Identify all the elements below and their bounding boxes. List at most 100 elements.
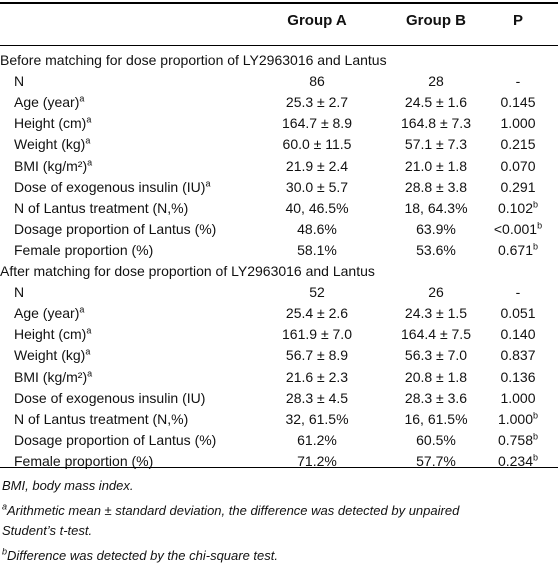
header-group-a: Group A [287,12,347,29]
cell-group-b: 28.8 ± 3.8 [404,178,468,195]
row-label: Height (cm)a [14,112,91,134]
cell-p: - [478,281,558,303]
cell-p: 0.291 [478,176,558,198]
cell-group-b: 56.3 ± 7.0 [404,347,468,364]
cell-p-value: - [515,73,521,90]
row-label-text: Weight (kg) [14,136,86,153]
cell-group-a: 60.0 ± 11.5 [282,136,352,153]
cell-group-b: 164.8 ± 7.3 [401,115,471,132]
section-title-2: After matching for dose proportion of LY… [0,260,558,282]
table-header: Group A Group B P [0,6,558,36]
cell-group-a: 71.2% [297,452,337,469]
row-label: Dosage proportion of Lantus (%) [14,429,216,451]
row-label: Weight (kg)a [14,344,90,366]
row-label-text: N [14,284,25,301]
cell-group-a: 52 [309,284,325,301]
label-superscript: a [87,367,93,378]
label-superscript: a [86,114,92,125]
row-label: N [14,70,24,92]
cell-group-a: 58.1% [297,241,337,258]
cell-p-value: 0.234 [497,452,534,469]
table-row: N of Lantus treatment (N,%) 32, 61.5% 16, … [0,408,558,430]
cell-group-b: 16, 61.5% [404,410,468,427]
section-title-text: After matching for dose proportion of LY… [0,263,375,279]
row-label: N of Lantus treatment (N,%) [14,408,188,430]
label-superscript: a [79,304,85,315]
bottom-rule [0,467,558,468]
cell-group-b: 57.1 ± 7.3 [404,136,468,153]
header-rule [0,45,558,46]
cell-group-a: 21.9 ± 2.4 [285,157,349,174]
cell-group-b: 57.7% [416,452,456,469]
label-superscript: a [86,325,92,336]
cell-p-value: 0.291 [500,178,536,195]
section-title-text: Before matching for dose proportion of L… [0,52,387,68]
table-row: Dosage proportion of Lantus (%) 61.2% 60.5… [0,429,558,451]
header-p: P [512,12,523,29]
footnote-a-cont: Student’s t-test. [2,523,93,538]
row-label: N [14,281,24,303]
cell-group-a: 28.3 ± 4.5 [285,389,349,406]
cell-p: 0.837 [478,344,558,366]
cell-group-a: 25.4 ± 2.6 [285,305,349,322]
cell-p: 1.000b [478,408,558,430]
row-label: Age (year)a [14,302,84,324]
label-superscript: a [85,346,91,357]
label-superscript: a [79,93,85,104]
row-label-text: BMI (kg/m²) [14,368,88,385]
label-superscript: a [205,177,211,188]
table-row: Age (year)a 25.3 ± 2.7 24.5 ± 1.6 0.145 [0,91,558,113]
row-label-text: Height (cm) [14,115,87,132]
cell-group-b: 28 [428,73,444,90]
table-row: Dose of exogenous insulin (IU) 28.3 ± 4.5… [0,387,558,409]
cell-group-b: 21.0 ± 1.8 [404,157,468,174]
cell-p-value: 0.671 [497,241,534,258]
cell-p-value: 1.000 [497,410,534,427]
table-row: Weight (kg)a 60.0 ± 11.5 57.1 ± 7.3 0.215 [0,133,558,155]
row-label: Dosage proportion of Lantus (%) [14,218,216,240]
cell-p: <0.001b [478,218,558,240]
cell-group-b: 60.5% [416,431,456,448]
cell-p-value: - [515,284,521,301]
row-label-text: Age (year) [14,94,80,111]
row-label: Height (cm)a [14,323,91,345]
cell-p: 0.136 [478,366,558,388]
cell-p-value: 0.136 [500,368,536,385]
row-label-text: N [14,73,25,90]
row-label-text: Dosage proportion of Lantus (%) [14,220,217,237]
cell-group-b: 63.9% [416,220,456,237]
cell-p: 0.140 [478,323,558,345]
row-label: Female proportion (%) [14,450,153,472]
table-row: BMI (kg/m²)a 21.9 ± 2.4 21.0 ± 1.8 0.070 [0,155,558,177]
table-row: Weight (kg)a 56.7 ± 8.9 56.3 ± 7.0 0.837 [0,344,558,366]
cell-group-b: 20.8 ± 1.8 [404,368,468,385]
row-label: N of Lantus treatment (N,%) [14,197,188,219]
row-label-text: Weight (kg) [14,347,86,364]
cell-p-value: 1.000 [500,115,536,132]
cell-p-value: 0.102 [497,199,534,216]
cell-group-a: 61.2% [297,431,337,448]
cell-group-b: 26 [428,284,444,301]
cell-p-value: 1.000 [500,389,536,406]
cell-group-a: 30.0 ± 5.7 [285,178,349,195]
cell-p-value: 0.145 [500,94,536,111]
row-label: Dose of exogenous insulin (IU)a [14,176,210,198]
cell-group-b: 164.4 ± 7.5 [401,326,471,343]
top-rule [0,2,558,4]
row-label-text: N of Lantus treatment (N,%) [14,199,189,216]
cell-group-a: 21.6 ± 2.3 [285,368,349,385]
cell-p-value: 0.215 [500,136,536,153]
table-row: N 86 28 - [0,70,558,92]
row-label: Female proportion (%) [14,239,153,261]
p-superscript: b [537,220,543,231]
cell-group-a: 56.7 ± 8.9 [285,347,349,364]
cell-group-b: 53.6% [416,241,456,258]
label-superscript: a [85,135,91,146]
cell-p-value: 0.758 [497,431,534,448]
row-label-text: N of Lantus treatment (N,%) [14,410,189,427]
row-label: Weight (kg)a [14,133,90,155]
table-row: Female proportion (%) 71.2% 57.7% 0.234b [0,450,558,472]
row-label-text: Dose of exogenous insulin (IU) [14,178,206,195]
cell-group-b: 28.3 ± 3.6 [404,389,468,406]
table-row: N 52 26 - [0,281,558,303]
